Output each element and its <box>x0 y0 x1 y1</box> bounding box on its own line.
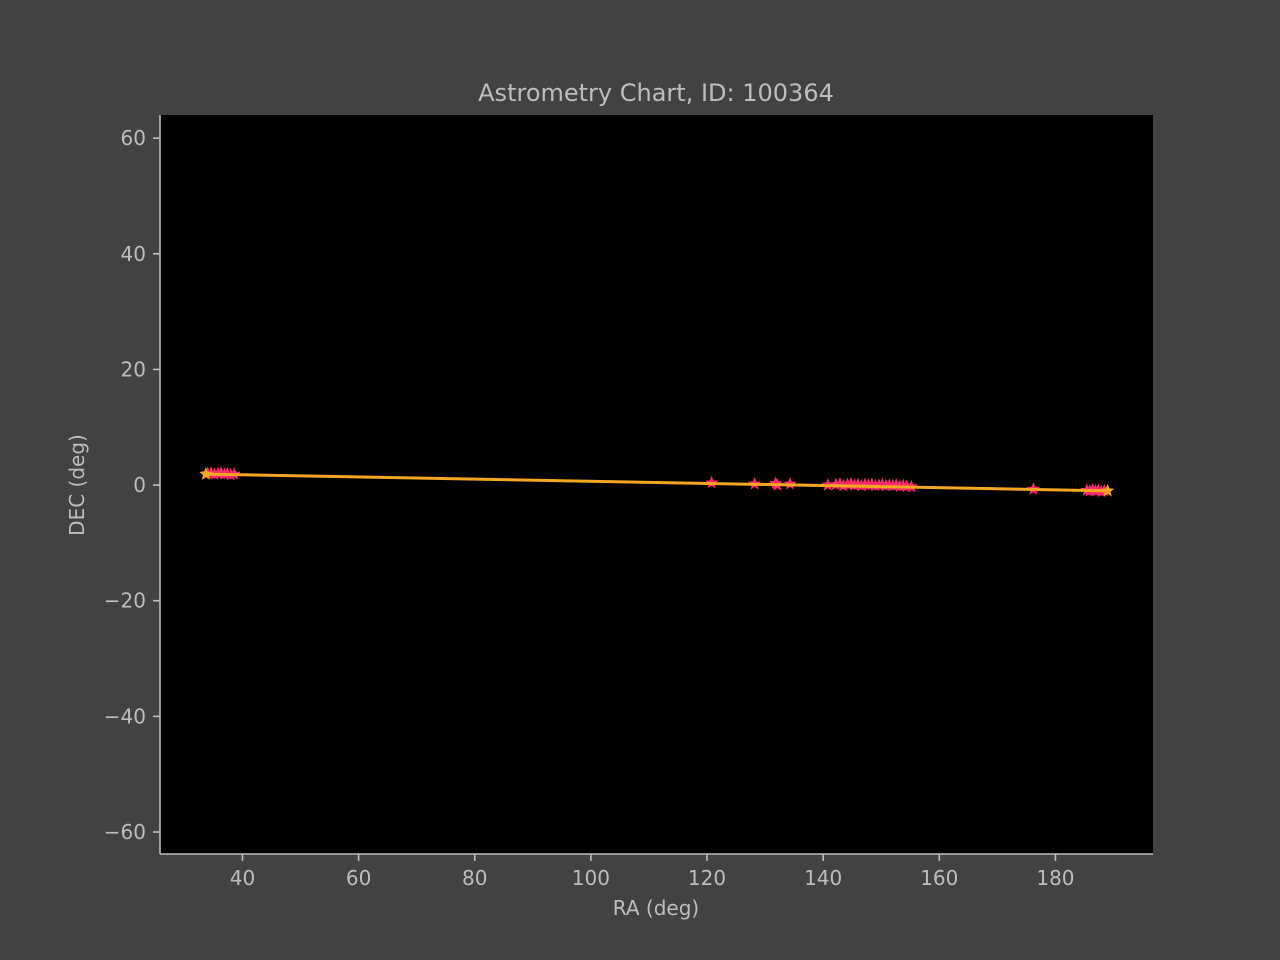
trend-end-star <box>1101 483 1115 497</box>
x-tick-label: 80 <box>462 866 487 890</box>
x-tick-label: 120 <box>688 866 726 890</box>
y-tick-label: 0 <box>133 473 146 497</box>
star-point <box>833 476 847 490</box>
x-tick-label: 180 <box>1036 866 1074 890</box>
x-tick-label: 100 <box>572 866 610 890</box>
x-tick-label: 140 <box>804 866 842 890</box>
trend-line <box>205 472 1108 493</box>
x-tick-label: 40 <box>230 866 255 890</box>
y-tick-label: 60 <box>121 126 146 150</box>
star-point <box>783 476 797 490</box>
y-tick-label: −40 <box>104 704 146 728</box>
data-points <box>199 465 1115 498</box>
y-tick-label: −60 <box>104 820 146 844</box>
x-tick-label: 60 <box>346 866 371 890</box>
trend-end-star <box>199 467 213 480</box>
plot-area <box>160 115 1153 854</box>
x-axis-ticks: 40 60 80 100 120 140 160 180 <box>230 854 1075 890</box>
x-tick-label: 160 <box>920 866 958 890</box>
x-axis-label: RA (deg) <box>613 896 699 920</box>
y-axis-label: DEC (deg) <box>65 434 89 536</box>
y-tick-label: 40 <box>121 242 146 266</box>
y-tick-label: −20 <box>104 589 146 613</box>
chart-title: Astrometry Chart, ID: 100364 <box>478 79 834 107</box>
y-axis-ticks: 60 40 20 0 −20 −40 −60 <box>104 126 160 844</box>
y-tick-label: 20 <box>121 357 146 381</box>
